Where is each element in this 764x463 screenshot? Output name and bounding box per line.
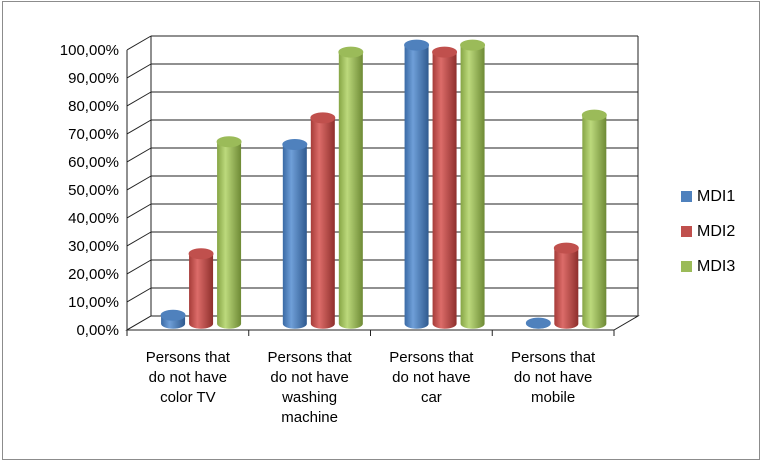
bar-cap	[553, 242, 579, 254]
legend-swatch	[681, 261, 692, 272]
gridline-side	[126, 287, 152, 303]
bar-body	[189, 253, 214, 329]
bar-body	[582, 115, 607, 329]
bar	[525, 317, 551, 329]
gridline-side	[126, 259, 152, 275]
gridline-side	[126, 147, 152, 163]
bar	[581, 109, 607, 329]
bar-cap	[188, 248, 214, 260]
y-tick-label: 100,00%	[60, 42, 119, 59]
y-tick-label: 80,00%	[68, 98, 119, 115]
bar-cap	[160, 309, 186, 321]
bar-cap	[432, 46, 458, 58]
bar-cap	[338, 46, 364, 58]
bar-body	[554, 248, 579, 329]
bar	[553, 242, 579, 329]
bar-cap	[404, 39, 430, 51]
bar-cap	[460, 39, 486, 51]
bar-cap	[581, 109, 607, 121]
legend: MDI1 MDI2 MDI3	[681, 188, 735, 275]
bar	[160, 309, 186, 329]
bar	[338, 46, 364, 329]
bar-body	[310, 117, 335, 329]
y-tick-label: 40,00%	[68, 210, 119, 227]
bar	[282, 139, 308, 329]
bar	[188, 248, 214, 329]
y-tick-label: 10,00%	[68, 294, 119, 311]
y-tick-label: 90,00%	[68, 70, 119, 87]
gridline-side	[126, 203, 152, 219]
gridline-side	[126, 35, 152, 51]
category-label: Persons that do not have car	[389, 349, 474, 406]
bar	[310, 112, 336, 329]
floor	[125, 315, 640, 331]
x-axis-categories: Persons that do not have color TV Persons t…	[146, 349, 596, 426]
bar	[216, 136, 242, 329]
gridline-side	[126, 231, 152, 247]
y-tick-label: 20,00%	[68, 266, 119, 283]
bars	[160, 39, 607, 329]
bar-body	[460, 45, 485, 329]
bar-body	[217, 141, 242, 329]
bar-cap	[310, 112, 336, 124]
y-tick-label: 0,00%	[76, 322, 119, 339]
category-label: Persons that do not have washing machine	[268, 349, 353, 426]
category-label: Persons that do not have color TV	[146, 349, 231, 406]
bar-cap	[525, 317, 551, 329]
gridline-side	[126, 175, 152, 191]
gridline-side	[126, 91, 152, 107]
legend-swatch	[681, 191, 692, 202]
y-axis-ticks: 0,00% 10,00% 20,00% 30,00% 40,00% 50,00% 60,00…	[60, 42, 119, 339]
bar-cap	[216, 136, 242, 148]
gridline-side	[126, 119, 152, 135]
gridline-side	[126, 63, 152, 79]
legend-label: MDI1	[697, 188, 735, 205]
bar-body	[338, 52, 363, 329]
bar	[460, 39, 486, 329]
legend-label: MDI2	[697, 223, 735, 240]
bar	[404, 39, 430, 329]
bar-cap	[282, 139, 308, 150]
y-tick-label: 70,00%	[68, 126, 119, 143]
y-tick-label: 50,00%	[68, 182, 119, 199]
legend-label: MDI3	[697, 258, 735, 275]
bar-body	[282, 144, 307, 329]
category-label: Persons that do not have mobile	[511, 349, 596, 406]
y-tick-label: 30,00%	[68, 238, 119, 255]
bar	[432, 46, 458, 329]
y-tick-label: 60,00%	[68, 154, 119, 171]
bar-body	[404, 45, 429, 329]
bar-body	[432, 52, 457, 329]
legend-swatch	[681, 226, 692, 237]
